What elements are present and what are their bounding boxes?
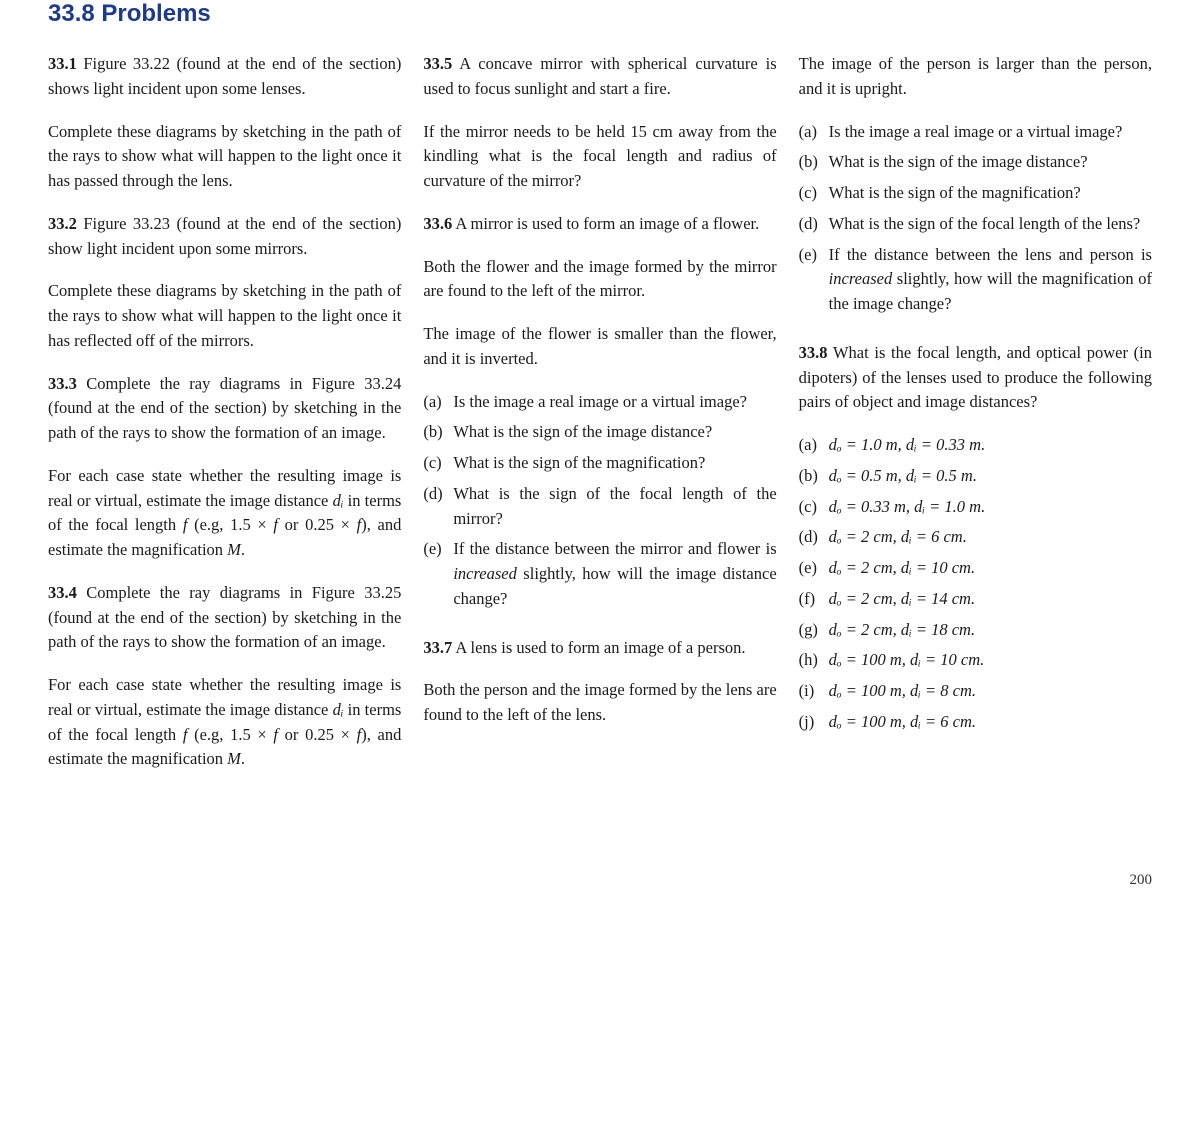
problem-33-5-extra: If the mirror needs to be held 15 cm awa… xyxy=(423,120,776,194)
problem-text: Figure 33.23 (found at the end of the se… xyxy=(48,214,401,258)
problem-33-1-extra: Complete these diagrams by sketching in … xyxy=(48,120,401,194)
list-item: (e)If the distance between the lens and … xyxy=(799,243,1152,317)
problem-33-7-p3: The image of the person is larger than t… xyxy=(799,52,1152,102)
list-item: (c)dₒ = 0.33 m, dᵢ = 1.0 m. xyxy=(799,495,1152,520)
problem-number: 33.2 xyxy=(48,214,77,233)
problem-number: 33.3 xyxy=(48,374,77,393)
problem-33-6: 33.6 A mirror is used to form an image o… xyxy=(423,212,776,237)
problem-33-6-p2: Both the flower and the image formed by … xyxy=(423,255,776,305)
problem-number: 33.8 xyxy=(799,343,828,362)
list-item: (e)dₒ = 2 cm, dᵢ = 10 cm. xyxy=(799,556,1152,581)
problem-number: 33.1 xyxy=(48,54,77,73)
problem-33-7: 33.7 A lens is used to form an image of … xyxy=(423,636,776,661)
problem-text: What is the focal length, and optical po… xyxy=(799,343,1152,412)
problem-33-4-extra: For each case state whether the resultin… xyxy=(48,673,401,772)
list-item: (a)Is the image a real image or a virtua… xyxy=(423,390,776,415)
list-item: (b)dₒ = 0.5 m, dᵢ = 0.5 m. xyxy=(799,464,1152,489)
list-item: (j)dₒ = 100 m, dᵢ = 6 cm. xyxy=(799,710,1152,735)
list-item: (d)dₒ = 2 cm, dᵢ = 6 cm. xyxy=(799,525,1152,550)
list-item: (a)Is the image a real image or a virtua… xyxy=(799,120,1152,145)
problem-text: A mirror is used to form an image of a f… xyxy=(455,214,759,233)
problem-33-2-extra: Complete these diagrams by sketching in … xyxy=(48,279,401,353)
problem-33-5: 33.5 A concave mirror with spherical cur… xyxy=(423,52,776,102)
list-item: (f)dₒ = 2 cm, dᵢ = 14 cm. xyxy=(799,587,1152,612)
problem-text: Complete the ray diagrams in Figure 33.2… xyxy=(48,374,401,443)
problem-text: Figure 33.22 (found at the end of the se… xyxy=(48,54,401,98)
list-item: (c)What is the sign of the magnification… xyxy=(423,451,776,476)
list-item: (d)What is the sign of the focal length … xyxy=(423,482,776,532)
problem-33-2: 33.2 Figure 33.23 (found at the end of t… xyxy=(48,212,401,262)
problem-number: 33.6 xyxy=(423,214,452,233)
problem-number: 33.4 xyxy=(48,583,77,602)
list-item: (d)What is the sign of the focal length … xyxy=(799,212,1152,237)
list-item: (b)What is the sign of the image distanc… xyxy=(423,420,776,445)
list-item: (a)dₒ = 1.0 m, dᵢ = 0.33 m. xyxy=(799,433,1152,458)
problem-text: Complete the ray diagrams in Figure 33.2… xyxy=(48,583,401,652)
problem-number: 33.5 xyxy=(423,54,452,73)
list-item: (c)What is the sign of the magnification… xyxy=(799,181,1152,206)
list-item: (g)dₒ = 2 cm, dᵢ = 18 cm. xyxy=(799,618,1152,643)
list-item: (i)dₒ = 100 m, dᵢ = 8 cm. xyxy=(799,679,1152,704)
problem-columns: 33.1 Figure 33.22 (found at the end of t… xyxy=(48,52,1152,772)
list-item: (h)dₒ = 100 m, dᵢ = 10 cm. xyxy=(799,648,1152,673)
problem-33-6-p3: The image of the flower is smaller than … xyxy=(423,322,776,372)
problem-text: A concave mirror with spherical curvatur… xyxy=(423,54,776,98)
list-item: (e)If the distance between the mirror an… xyxy=(423,537,776,611)
problem-33-3-extra: For each case state whether the resultin… xyxy=(48,464,401,563)
problem-number: 33.7 xyxy=(423,638,452,657)
problem-33-1: 33.1 Figure 33.22 (found at the end of t… xyxy=(48,52,401,102)
section-header: 33.8 Problems xyxy=(48,0,1152,28)
problem-33-4: 33.4 Complete the ray diagrams in Figure… xyxy=(48,581,401,655)
problem-33-8: 33.8 What is the focal length, and optic… xyxy=(799,341,1152,415)
list-item: (b)What is the sign of the image distanc… xyxy=(799,150,1152,175)
page-number: 200 xyxy=(48,872,1152,889)
problem-text: A lens is used to form an image of a per… xyxy=(455,638,745,657)
problem-33-3: 33.3 Complete the ray diagrams in Figure… xyxy=(48,372,401,446)
problem-33-7-p2: Both the person and the image formed by … xyxy=(423,678,776,728)
